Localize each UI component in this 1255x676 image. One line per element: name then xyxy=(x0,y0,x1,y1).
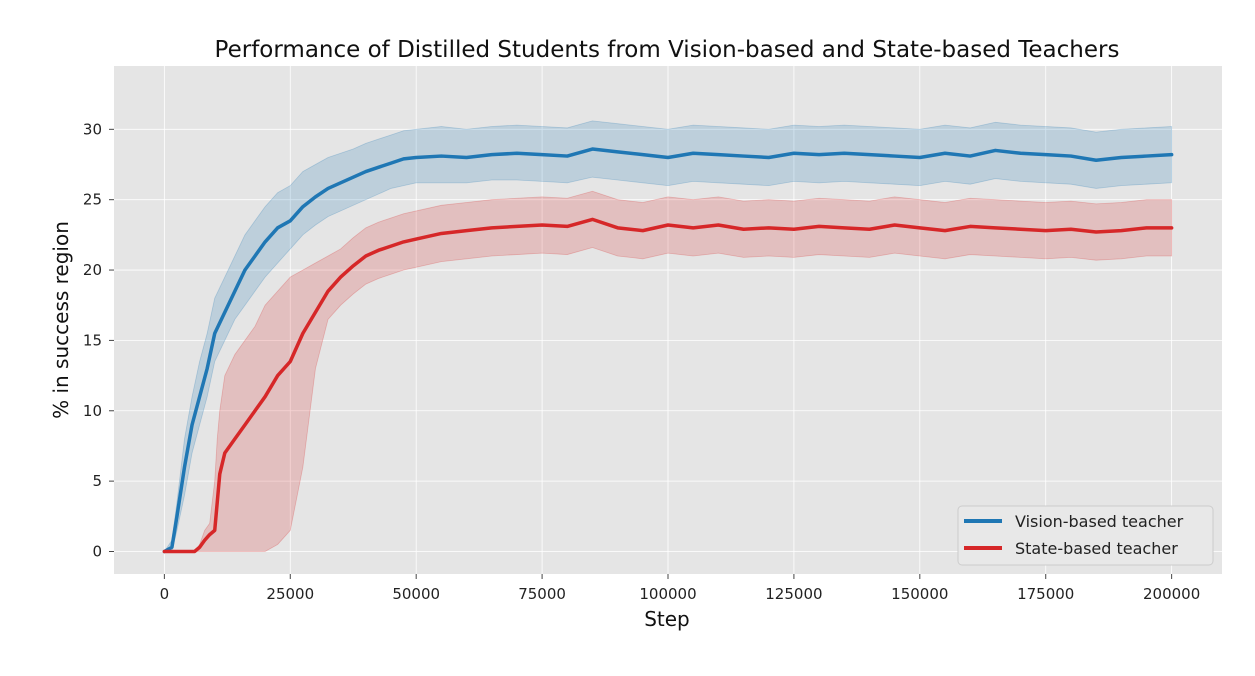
y-tick-label: 5 xyxy=(92,472,102,490)
y-axis-label: % in success region xyxy=(49,221,73,419)
x-tick-label: 125000 xyxy=(765,585,822,603)
y-tick-label: 25 xyxy=(83,191,102,209)
legend-box xyxy=(957,505,1214,566)
chart-title: Performance of Distilled Students from V… xyxy=(215,37,1120,63)
y-axis-ticks: 0 5 10 15 20 25 30 xyxy=(83,120,114,560)
x-tick-label: 150000 xyxy=(891,585,948,603)
x-axis-label: Step xyxy=(644,607,690,631)
x-tick-label: 25000 xyxy=(266,585,314,603)
x-tick-label: 175000 xyxy=(1017,585,1074,603)
x-tick-label: 75000 xyxy=(518,585,566,603)
y-tick-label: 10 xyxy=(83,402,102,420)
y-tick-label: 0 xyxy=(92,542,102,560)
legend: Vision-based teacher State-based teacher xyxy=(957,505,1214,566)
x-tick-label: 0 xyxy=(160,585,170,603)
x-axis-ticks: 0 25000 50000 75000 100000 125000 150000 175000… xyxy=(160,574,1200,603)
x-tick-label: 100000 xyxy=(639,585,696,603)
x-tick-label: 50000 xyxy=(392,585,440,603)
legend-label-vision: Vision-based teacher xyxy=(1015,512,1184,531)
x-tick-label: 200000 xyxy=(1143,585,1200,603)
y-tick-label: 30 xyxy=(83,120,102,138)
series-line-vision xyxy=(162,147,1174,554)
legend-label-state: State-based teacher xyxy=(1015,539,1178,558)
y-tick-label: 15 xyxy=(83,331,102,349)
series-lines xyxy=(162,147,1174,554)
series-line-state xyxy=(162,217,1174,554)
y-tick-label: 20 xyxy=(83,261,102,279)
